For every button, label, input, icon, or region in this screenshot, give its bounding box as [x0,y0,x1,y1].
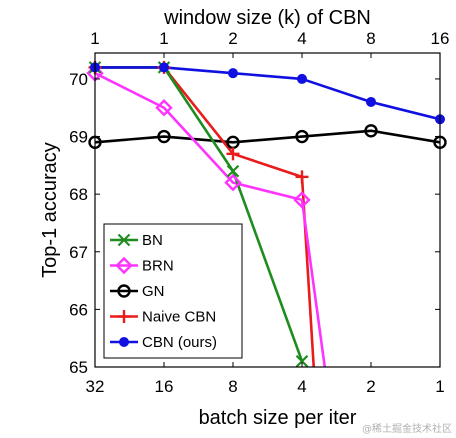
marker-dot [228,68,238,79]
legend-item: BRN [110,256,174,275]
y-tick-label: 70 [69,70,88,89]
x-tick-label: 8 [228,377,237,396]
marker-dot [159,62,169,73]
legend-label: BRN [142,258,174,275]
marker-circle [117,284,131,298]
marker-plus [226,147,240,161]
y-axis-title: Top-1 accuracy [39,142,61,278]
marker-circle [295,129,309,144]
series-line-cbn-ours [95,66,440,121]
marker-dot [119,337,129,347]
plot-frame [94,52,441,368]
marker-diamond [293,191,311,209]
legend-label: CBN (ours) [142,334,217,351]
marker-circle [364,124,378,138]
marker-circle [157,129,171,144]
bottom-axis-title: batch size per iter [199,407,357,429]
series-lines [95,66,440,367]
legend-label: GN [142,283,165,300]
top-tick-label: 1 [159,29,168,48]
marker-dot [366,96,376,107]
x-tick-label: 16 [155,377,174,396]
marker-plus [295,170,309,184]
series-line-brn [95,72,327,367]
top-tick-label: 2 [228,29,237,48]
legend-label: BN [142,232,163,249]
watermark: @稀土掘金技术社区 [362,422,452,435]
x-tick-label: 32 [86,377,105,396]
marker-x [226,164,240,178]
marker-diamond [224,173,242,192]
top-tick-label: 16 [431,29,450,48]
marker-diamond [115,256,133,275]
marker-x [295,354,309,368]
marker-x [117,233,131,247]
y-tick-label: 69 [69,128,88,147]
top-tick-label: 4 [297,29,306,48]
axis-ticks: 32 16 8 4 2 1 1 1 2 4 8 16 65 66 67 68 69 70 [69,29,449,396]
legend-item: CBN (ours) [110,334,217,351]
top-tick-label: 8 [366,29,375,48]
y-tick-label: 66 [69,300,88,319]
marker-plus [117,310,131,323]
y-tick-label: 68 [69,185,88,204]
legend-item: BN [110,232,163,249]
legend-label: Naive CBN [142,309,216,326]
series-line-gn [95,129,440,144]
legend-item: Naive CBN [110,309,216,326]
legend-item: GN [110,283,165,300]
top-axis-title: window size (k) of CBN [163,7,371,29]
x-tick-label: 1 [435,377,444,396]
top-tick-label: 1 [90,29,99,48]
marker-dot [297,73,307,84]
marker-diamond [155,99,173,117]
y-tick-label: 67 [69,243,88,262]
y-tick-label: 65 [69,358,88,377]
legend: BN BRN GN Naive CBN CBN (ours) [103,223,243,359]
x-tick-label: 4 [297,377,306,396]
x-tick-label: 2 [366,377,375,396]
